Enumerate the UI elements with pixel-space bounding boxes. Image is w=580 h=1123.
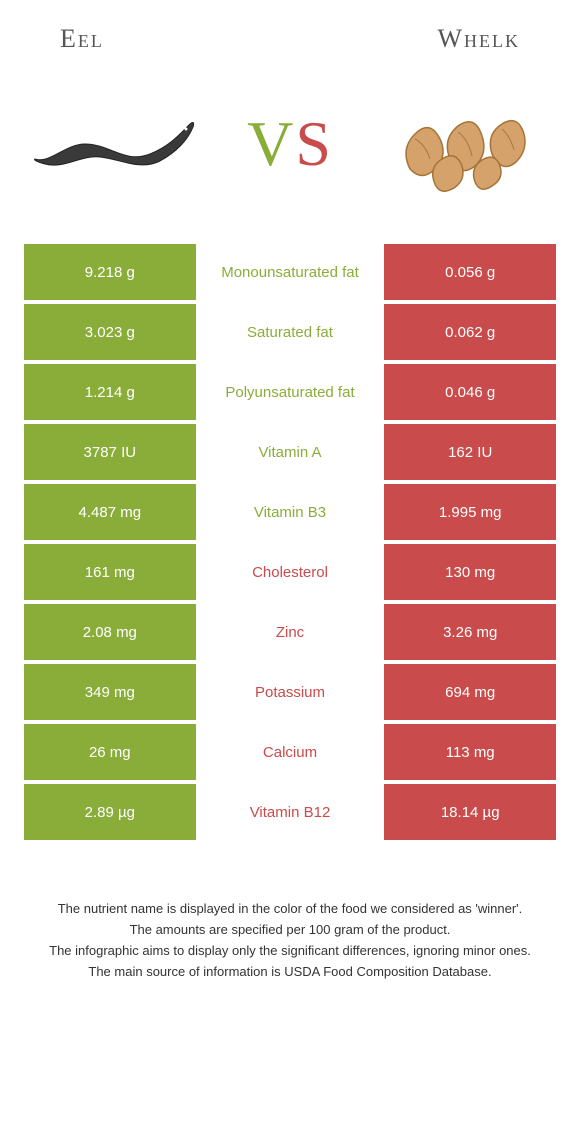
table-row: 4.487 mgVitamin B31.995 mg <box>24 484 556 540</box>
table-row: 349 mgPotassium694 mg <box>24 664 556 720</box>
vs-row: VS <box>0 64 580 244</box>
eel-icon <box>30 84 200 204</box>
cell-nutrient-label: Potassium <box>196 664 385 720</box>
cell-left-value: 349 mg <box>24 664 196 720</box>
cell-right-value: 0.056 g <box>384 244 556 300</box>
cell-nutrient-label: Zinc <box>196 604 385 660</box>
vs-v: V <box>247 108 295 179</box>
footnote-line: The nutrient name is displayed in the co… <box>28 900 552 919</box>
food-title-right: Whelk <box>437 24 520 54</box>
whelk-icon <box>380 84 550 204</box>
cell-left-value: 9.218 g <box>24 244 196 300</box>
footnote-line: The main source of information is USDA F… <box>28 963 552 982</box>
cell-right-value: 3.26 mg <box>384 604 556 660</box>
vs-label: VS <box>247 107 333 181</box>
cell-left-value: 2.08 mg <box>24 604 196 660</box>
cell-right-value: 694 mg <box>384 664 556 720</box>
cell-left-value: 3.023 g <box>24 304 196 360</box>
cell-nutrient-label: Cholesterol <box>196 544 385 600</box>
cell-right-value: 0.062 g <box>384 304 556 360</box>
table-row: 3.023 gSaturated fat0.062 g <box>24 304 556 360</box>
table-row: 1.214 gPolyunsaturated fat0.046 g <box>24 364 556 420</box>
cell-nutrient-label: Vitamin B12 <box>196 784 385 840</box>
table-row: 2.08 mgZinc3.26 mg <box>24 604 556 660</box>
cell-nutrient-label: Vitamin A <box>196 424 385 480</box>
cell-nutrient-label: Monounsaturated fat <box>196 244 385 300</box>
table-row: 2.89 µgVitamin B1218.14 µg <box>24 784 556 840</box>
footnotes: The nutrient name is displayed in the co… <box>0 900 580 981</box>
cell-left-value: 3787 IU <box>24 424 196 480</box>
table-row: 161 mgCholesterol130 mg <box>24 544 556 600</box>
footnote-line: The infographic aims to display only the… <box>28 942 552 961</box>
cell-nutrient-label: Calcium <box>196 724 385 780</box>
cell-left-value: 161 mg <box>24 544 196 600</box>
table-row: 9.218 gMonounsaturated fat0.056 g <box>24 244 556 300</box>
cell-nutrient-label: Polyunsaturated fat <box>196 364 385 420</box>
cell-left-value: 2.89 µg <box>24 784 196 840</box>
cell-right-value: 162 IU <box>384 424 556 480</box>
cell-left-value: 1.214 g <box>24 364 196 420</box>
cell-right-value: 130 mg <box>384 544 556 600</box>
table-row: 26 mgCalcium113 mg <box>24 724 556 780</box>
cell-left-value: 4.487 mg <box>24 484 196 540</box>
cell-right-value: 113 mg <box>384 724 556 780</box>
table-row: 3787 IUVitamin A162 IU <box>24 424 556 480</box>
food-title-left: Eel <box>60 24 104 54</box>
cell-right-value: 18.14 µg <box>384 784 556 840</box>
nutrient-table: 9.218 gMonounsaturated fat0.056 g3.023 g… <box>24 244 556 840</box>
cell-nutrient-label: Saturated fat <box>196 304 385 360</box>
vs-s: S <box>295 108 333 179</box>
footnote-line: The amounts are specified per 100 gram o… <box>28 921 552 940</box>
header: Eel Whelk <box>0 0 580 64</box>
cell-right-value: 0.046 g <box>384 364 556 420</box>
cell-right-value: 1.995 mg <box>384 484 556 540</box>
cell-nutrient-label: Vitamin B3 <box>196 484 385 540</box>
cell-left-value: 26 mg <box>24 724 196 780</box>
